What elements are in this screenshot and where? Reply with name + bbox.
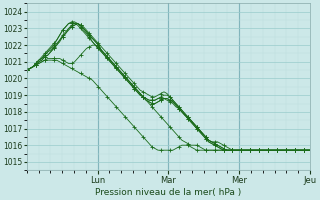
X-axis label: Pression niveau de la mer( hPa ): Pression niveau de la mer( hPa ) (95, 188, 242, 197)
